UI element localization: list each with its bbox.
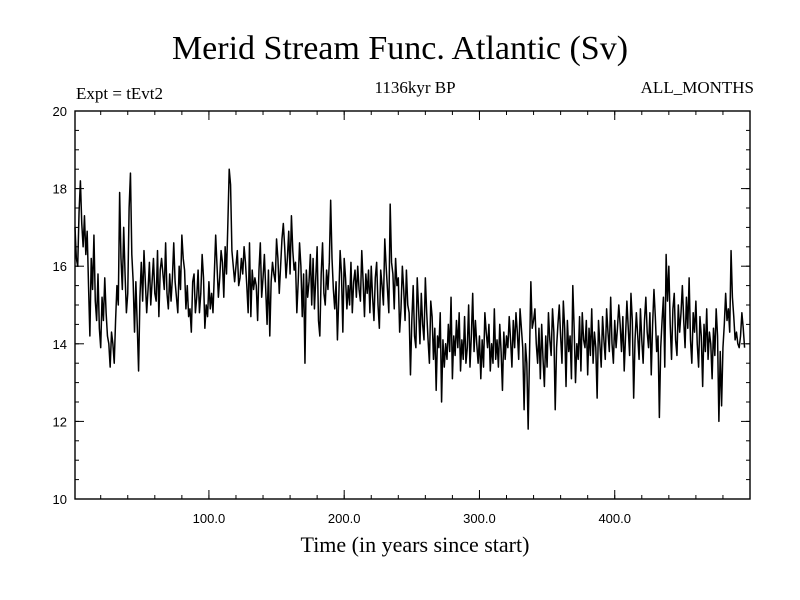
series-layer [74,168,746,430]
y-tick-label: 20 [53,104,67,119]
plot-frame [74,110,751,500]
series-line [74,168,746,430]
x-tick-label: 400.0 [598,511,631,526]
y-tick-label: 14 [53,337,67,352]
x-tick-label: 100.0 [193,511,226,526]
x-tick-label: 200.0 [328,511,361,526]
experiment-label: Expt = tEvt2 [76,84,164,103]
x-tick-label: 300.0 [463,511,496,526]
chart-subtitle: 1136kyr BP [374,78,456,97]
y-tick-label: 12 [53,414,67,429]
period-label: ALL_MONTHS [640,78,754,97]
x-axis-label: Time (in years since start) [300,532,530,557]
y-tick-label: 10 [53,492,67,507]
y-tick-label: 16 [53,259,67,274]
y-tick-label: 18 [53,182,67,197]
chart-title: Merid Stream Func. Atlantic (Sv) [171,30,629,67]
